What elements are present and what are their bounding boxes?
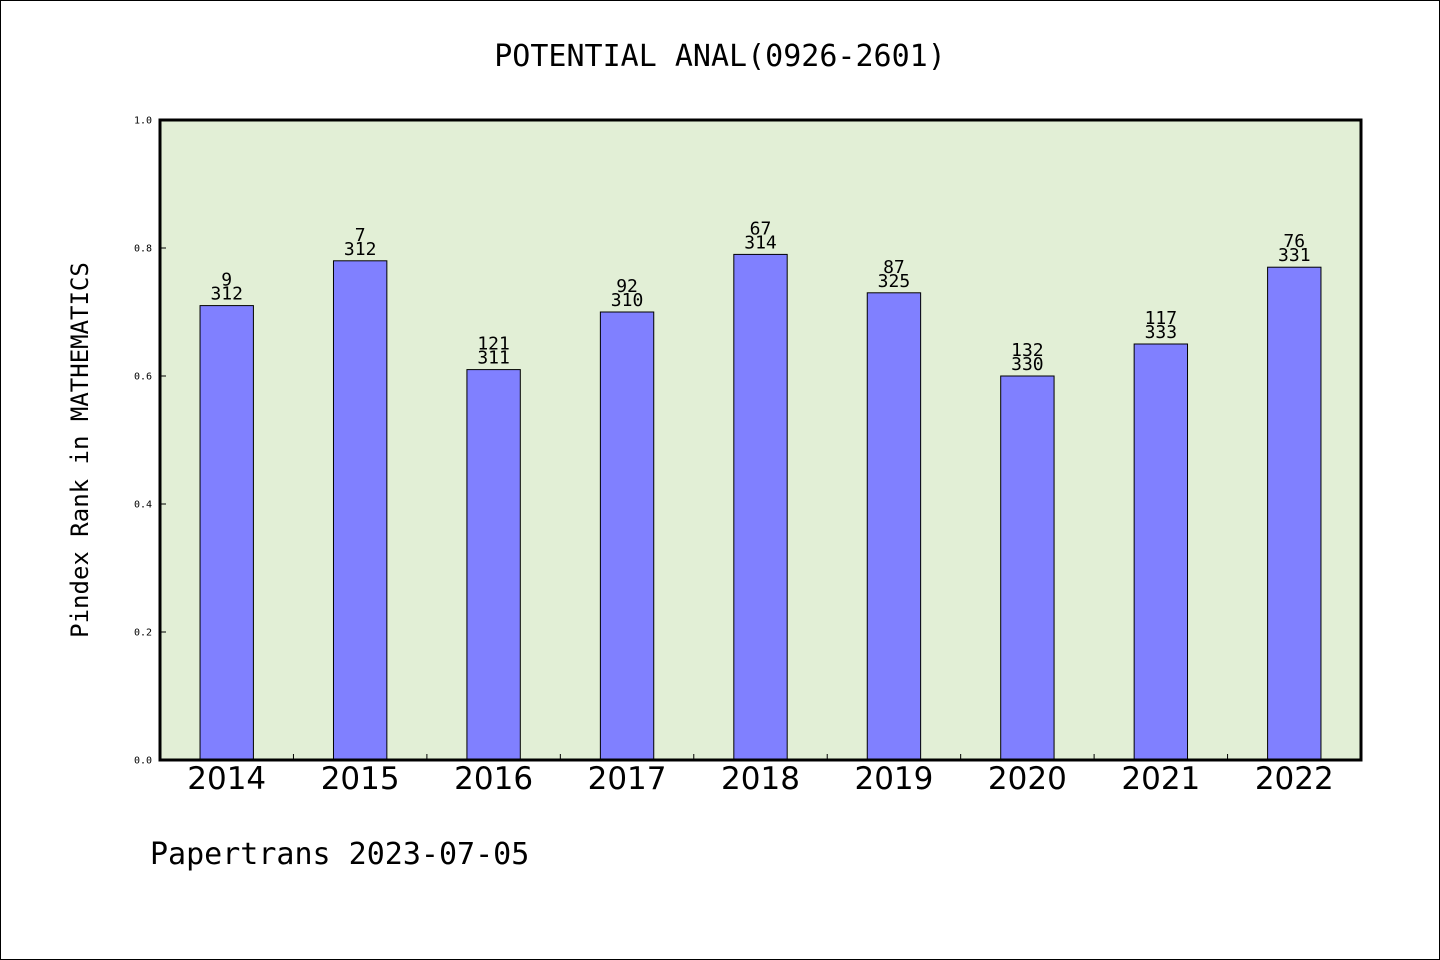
y-tick-label: 0.0 xyxy=(134,756,152,767)
bar-rank-label: 121 xyxy=(477,334,510,355)
bar-2021 xyxy=(1133,343,1189,761)
bar-rank-label: 67 xyxy=(750,218,772,239)
plot-border xyxy=(158,118,1363,762)
y-tick-label: 0.2 xyxy=(134,628,152,639)
bar-2019 xyxy=(866,292,922,761)
bar-total-label: 325 xyxy=(878,271,911,292)
y-tick-label: 0.8 xyxy=(134,244,152,255)
bar-rank-label: 117 xyxy=(1145,308,1178,329)
y-tick-label: 1.0 xyxy=(134,116,152,127)
x-tick-label: 2021 xyxy=(1121,761,1200,797)
x-tick-label: 2014 xyxy=(187,761,266,797)
bar-2015 xyxy=(332,260,388,761)
bar-total-label: 311 xyxy=(477,348,510,369)
bar-rank-label: 87 xyxy=(883,257,905,278)
x-tick-label: 2020 xyxy=(988,761,1067,797)
bar-total-label: 314 xyxy=(744,232,777,253)
x-tick-label: 2019 xyxy=(854,761,933,797)
bar-rank-label: 76 xyxy=(1283,231,1305,252)
bar-2022 xyxy=(1267,266,1322,761)
bar-rank-label: 92 xyxy=(616,276,638,297)
footer-credit: Papertrans 2023-07-05 xyxy=(150,837,529,872)
bar-total-label: 333 xyxy=(1145,322,1178,343)
bars-group: 9312731212131192310673148732513233011733… xyxy=(199,218,1322,761)
y-tick-label: 0.6 xyxy=(134,372,152,383)
bar-2014 xyxy=(199,305,254,761)
bar-total-label: 331 xyxy=(1278,245,1311,266)
y-axis-label: Pindex Rank in MATHEMATICS xyxy=(66,262,94,638)
chart-title: POTENTIAL ANAL(0926-2601) xyxy=(494,39,946,74)
bar-total-label: 330 xyxy=(1011,354,1044,375)
x-tick-label: 2017 xyxy=(588,761,667,797)
x-tick-label: 2015 xyxy=(321,761,400,797)
x-axis: 2014 2015 2016 2017 2018 2019 2020 2021 2022 xyxy=(187,754,1334,797)
bar-2016 xyxy=(466,369,521,761)
bar-total-label: 312 xyxy=(344,239,377,260)
y-tick-label: 0.4 xyxy=(134,500,152,511)
bar-rank-label: 9 xyxy=(221,270,232,291)
bar-2020 xyxy=(1000,375,1055,761)
bar-2018 xyxy=(733,253,788,761)
x-tick-label: 2016 xyxy=(454,761,533,797)
x-tick-label: 2018 xyxy=(721,761,800,797)
x-tick-label: 2022 xyxy=(1255,761,1334,797)
bar-total-label: 312 xyxy=(210,284,243,305)
bar-rank-label: 7 xyxy=(355,225,366,246)
bar-2017 xyxy=(599,311,655,761)
bar-rank-label: 132 xyxy=(1011,340,1044,361)
bar-total-label: 310 xyxy=(611,290,644,311)
